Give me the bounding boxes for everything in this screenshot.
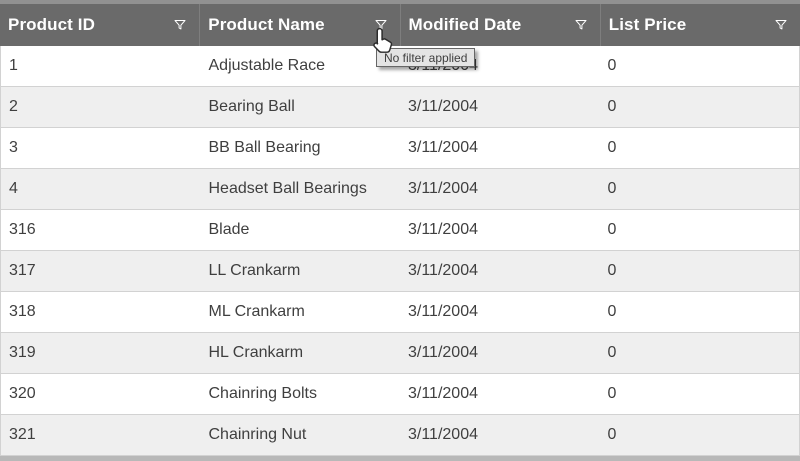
column-header-modified-date[interactable]: Modified Date: [399, 4, 600, 46]
table-row[interactable]: 317 LL Crankarm 3/11/2004 0: [1, 251, 799, 292]
cell-list-price: 0: [607, 385, 617, 402]
cell-list-price: 0: [607, 303, 617, 320]
table-row[interactable]: 318 ML Crankarm 3/11/2004 0: [1, 292, 799, 333]
column-header-label: Product Name: [208, 15, 325, 34]
cell-product-name: Blade: [208, 221, 250, 238]
cell-product-name: Chainring Nut: [208, 426, 307, 443]
cell-product-name: ML Crankarm: [208, 303, 305, 320]
cell-modified-date: 3/11/2004: [408, 139, 478, 156]
cell-list-price: 0: [607, 221, 617, 238]
cell-list-price: 0: [607, 57, 617, 74]
table-row[interactable]: 4 Headset Ball Bearings 3/11/2004 0: [1, 169, 799, 210]
filter-icon[interactable]: [775, 19, 787, 31]
cell-product-name: Headset Ball Bearings: [208, 180, 367, 197]
cell-list-price: 0: [607, 180, 617, 197]
cell-list-price: 0: [607, 344, 617, 361]
filter-tooltip-text: No filter applied: [384, 50, 468, 65]
column-header-list-price[interactable]: List Price: [599, 4, 800, 46]
cell-product-name: BB Ball Bearing: [208, 139, 321, 156]
cell-modified-date: 3/11/2004: [408, 180, 478, 197]
cell-list-price: 0: [607, 426, 617, 443]
filter-icon[interactable]: [375, 19, 387, 31]
column-header-product-id[interactable]: Product ID: [0, 4, 199, 46]
filter-icon[interactable]: [174, 19, 186, 31]
cell-product-id: 318: [9, 303, 36, 320]
cell-product-name: Chainring Bolts: [208, 385, 318, 402]
column-header-label: Modified Date: [408, 15, 522, 34]
column-header-product-name[interactable]: Product Name: [199, 4, 399, 46]
cell-product-id: 1: [9, 57, 18, 74]
table-row[interactable]: 319 HL Crankarm 3/11/2004 0: [1, 333, 799, 374]
cell-product-name: Bearing Ball: [208, 98, 295, 115]
cell-product-id: 320: [9, 385, 36, 402]
cell-product-id: 2: [9, 98, 18, 115]
cell-modified-date: 3/11/2004: [408, 221, 478, 238]
cell-product-name: Adjustable Race: [208, 57, 326, 74]
table-row[interactable]: 316 Blade 3/11/2004 0: [1, 210, 799, 251]
table-row[interactable]: 321 Chainring Nut 3/11/2004 0: [1, 415, 799, 456]
column-header-label: Product ID: [8, 15, 95, 34]
cell-modified-date: 3/11/2004: [408, 262, 478, 279]
cell-list-price: 0: [607, 262, 617, 279]
cell-product-name: LL Crankarm: [208, 262, 301, 279]
table-row[interactable]: 2 Bearing Ball 3/11/2004 0: [1, 87, 799, 128]
filter-tooltip: No filter applied: [376, 48, 476, 67]
grid-header-row: Product ID Product Name Modified Date List …: [0, 4, 800, 46]
cell-product-name: HL Crankarm: [208, 344, 304, 361]
grid-top-border: [0, 0, 800, 4]
column-header-label: List Price: [608, 15, 687, 34]
grid-bottom-border: [0, 456, 800, 461]
table-row[interactable]: 320 Chainring Bolts 3/11/2004 0: [1, 374, 799, 415]
cell-list-price: 0: [607, 139, 617, 156]
cell-list-price: 0: [607, 98, 617, 115]
cell-modified-date: 3/11/2004: [408, 426, 478, 443]
cell-product-id: 316: [9, 221, 36, 238]
filter-icon[interactable]: [575, 19, 587, 31]
cell-modified-date: 3/11/2004: [408, 344, 478, 361]
cell-product-id: 317: [9, 262, 36, 279]
table-row[interactable]: 3 BB Ball Bearing 3/11/2004 0: [1, 128, 799, 169]
cell-product-id: 4: [9, 180, 18, 197]
cell-modified-date: 3/11/2004: [408, 303, 478, 320]
cell-modified-date: 3/11/2004: [408, 385, 478, 402]
cell-product-id: 3: [9, 139, 18, 156]
grid-body: 1 Adjustable Race 3/11/2004 0 2 Bearing Ball 3…: [0, 46, 800, 456]
cell-product-id: 321: [9, 426, 36, 443]
cell-product-id: 319: [9, 344, 36, 361]
cell-modified-date: 3/11/2004: [408, 98, 478, 115]
